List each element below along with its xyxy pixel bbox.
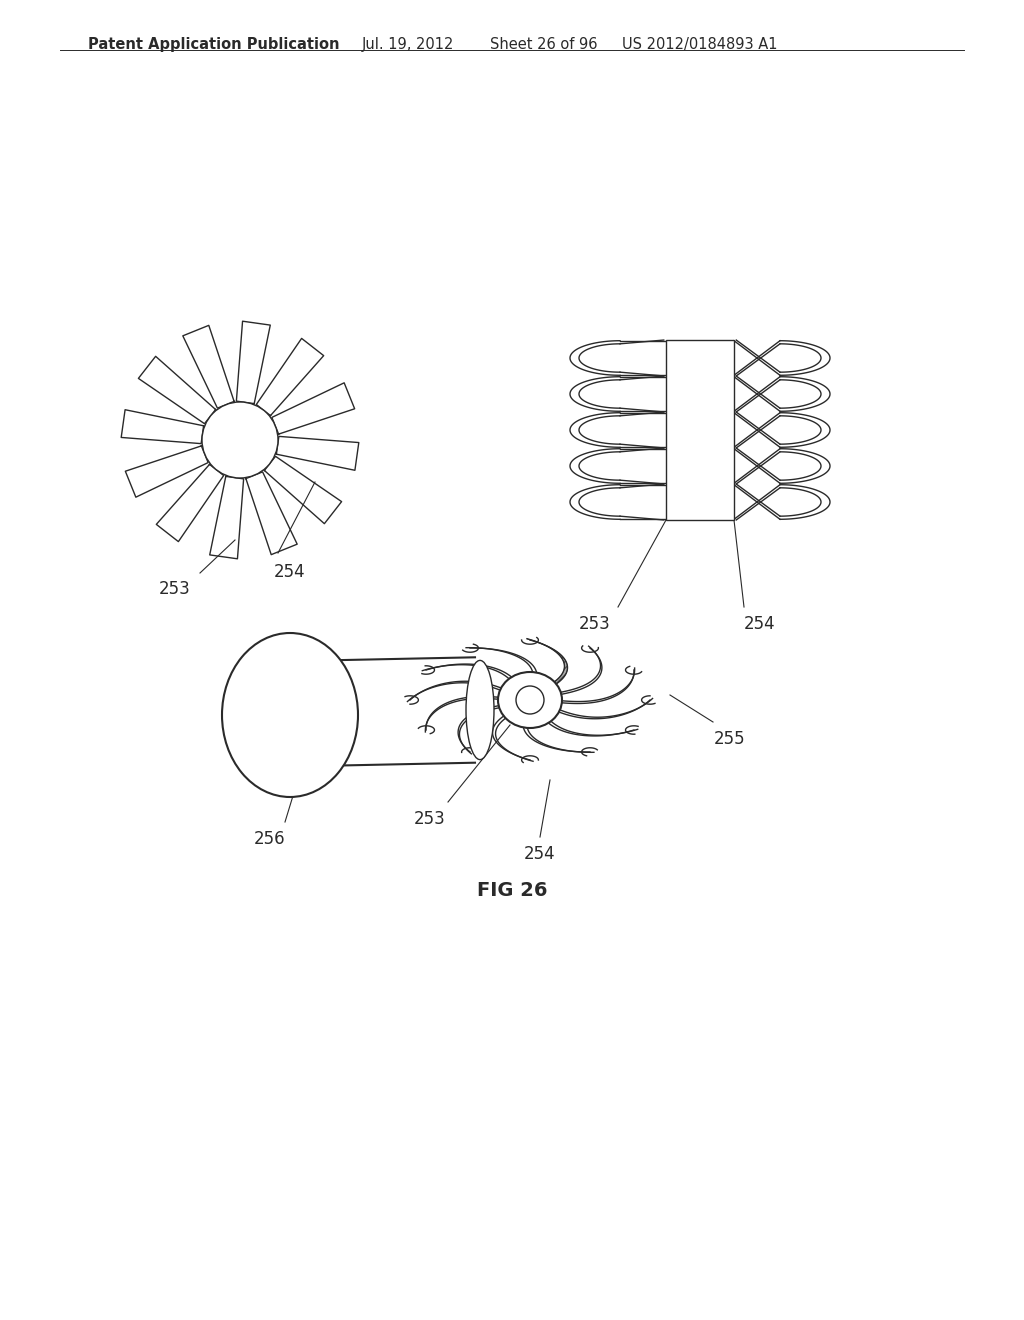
Text: FIG 26: FIG 26 [477, 880, 547, 899]
Text: 253: 253 [159, 579, 190, 598]
Text: US 2012/0184893 A1: US 2012/0184893 A1 [622, 37, 777, 51]
Text: 255: 255 [714, 730, 745, 748]
Text: Jul. 19, 2012: Jul. 19, 2012 [362, 37, 455, 51]
Ellipse shape [222, 634, 358, 797]
Text: 253: 253 [580, 615, 611, 634]
Text: 254: 254 [744, 615, 776, 634]
Text: Patent Application Publication: Patent Application Publication [88, 37, 340, 51]
Text: 254: 254 [524, 845, 556, 863]
Ellipse shape [466, 660, 494, 759]
Text: 253: 253 [414, 810, 445, 828]
Circle shape [516, 686, 544, 714]
Polygon shape [527, 639, 567, 689]
Circle shape [202, 403, 278, 478]
Bar [666, 341, 734, 520]
Text: 256: 256 [254, 830, 286, 847]
Ellipse shape [498, 672, 562, 729]
Text: 254: 254 [274, 564, 306, 581]
Text: Sheet 26 of 96: Sheet 26 of 96 [490, 37, 597, 51]
